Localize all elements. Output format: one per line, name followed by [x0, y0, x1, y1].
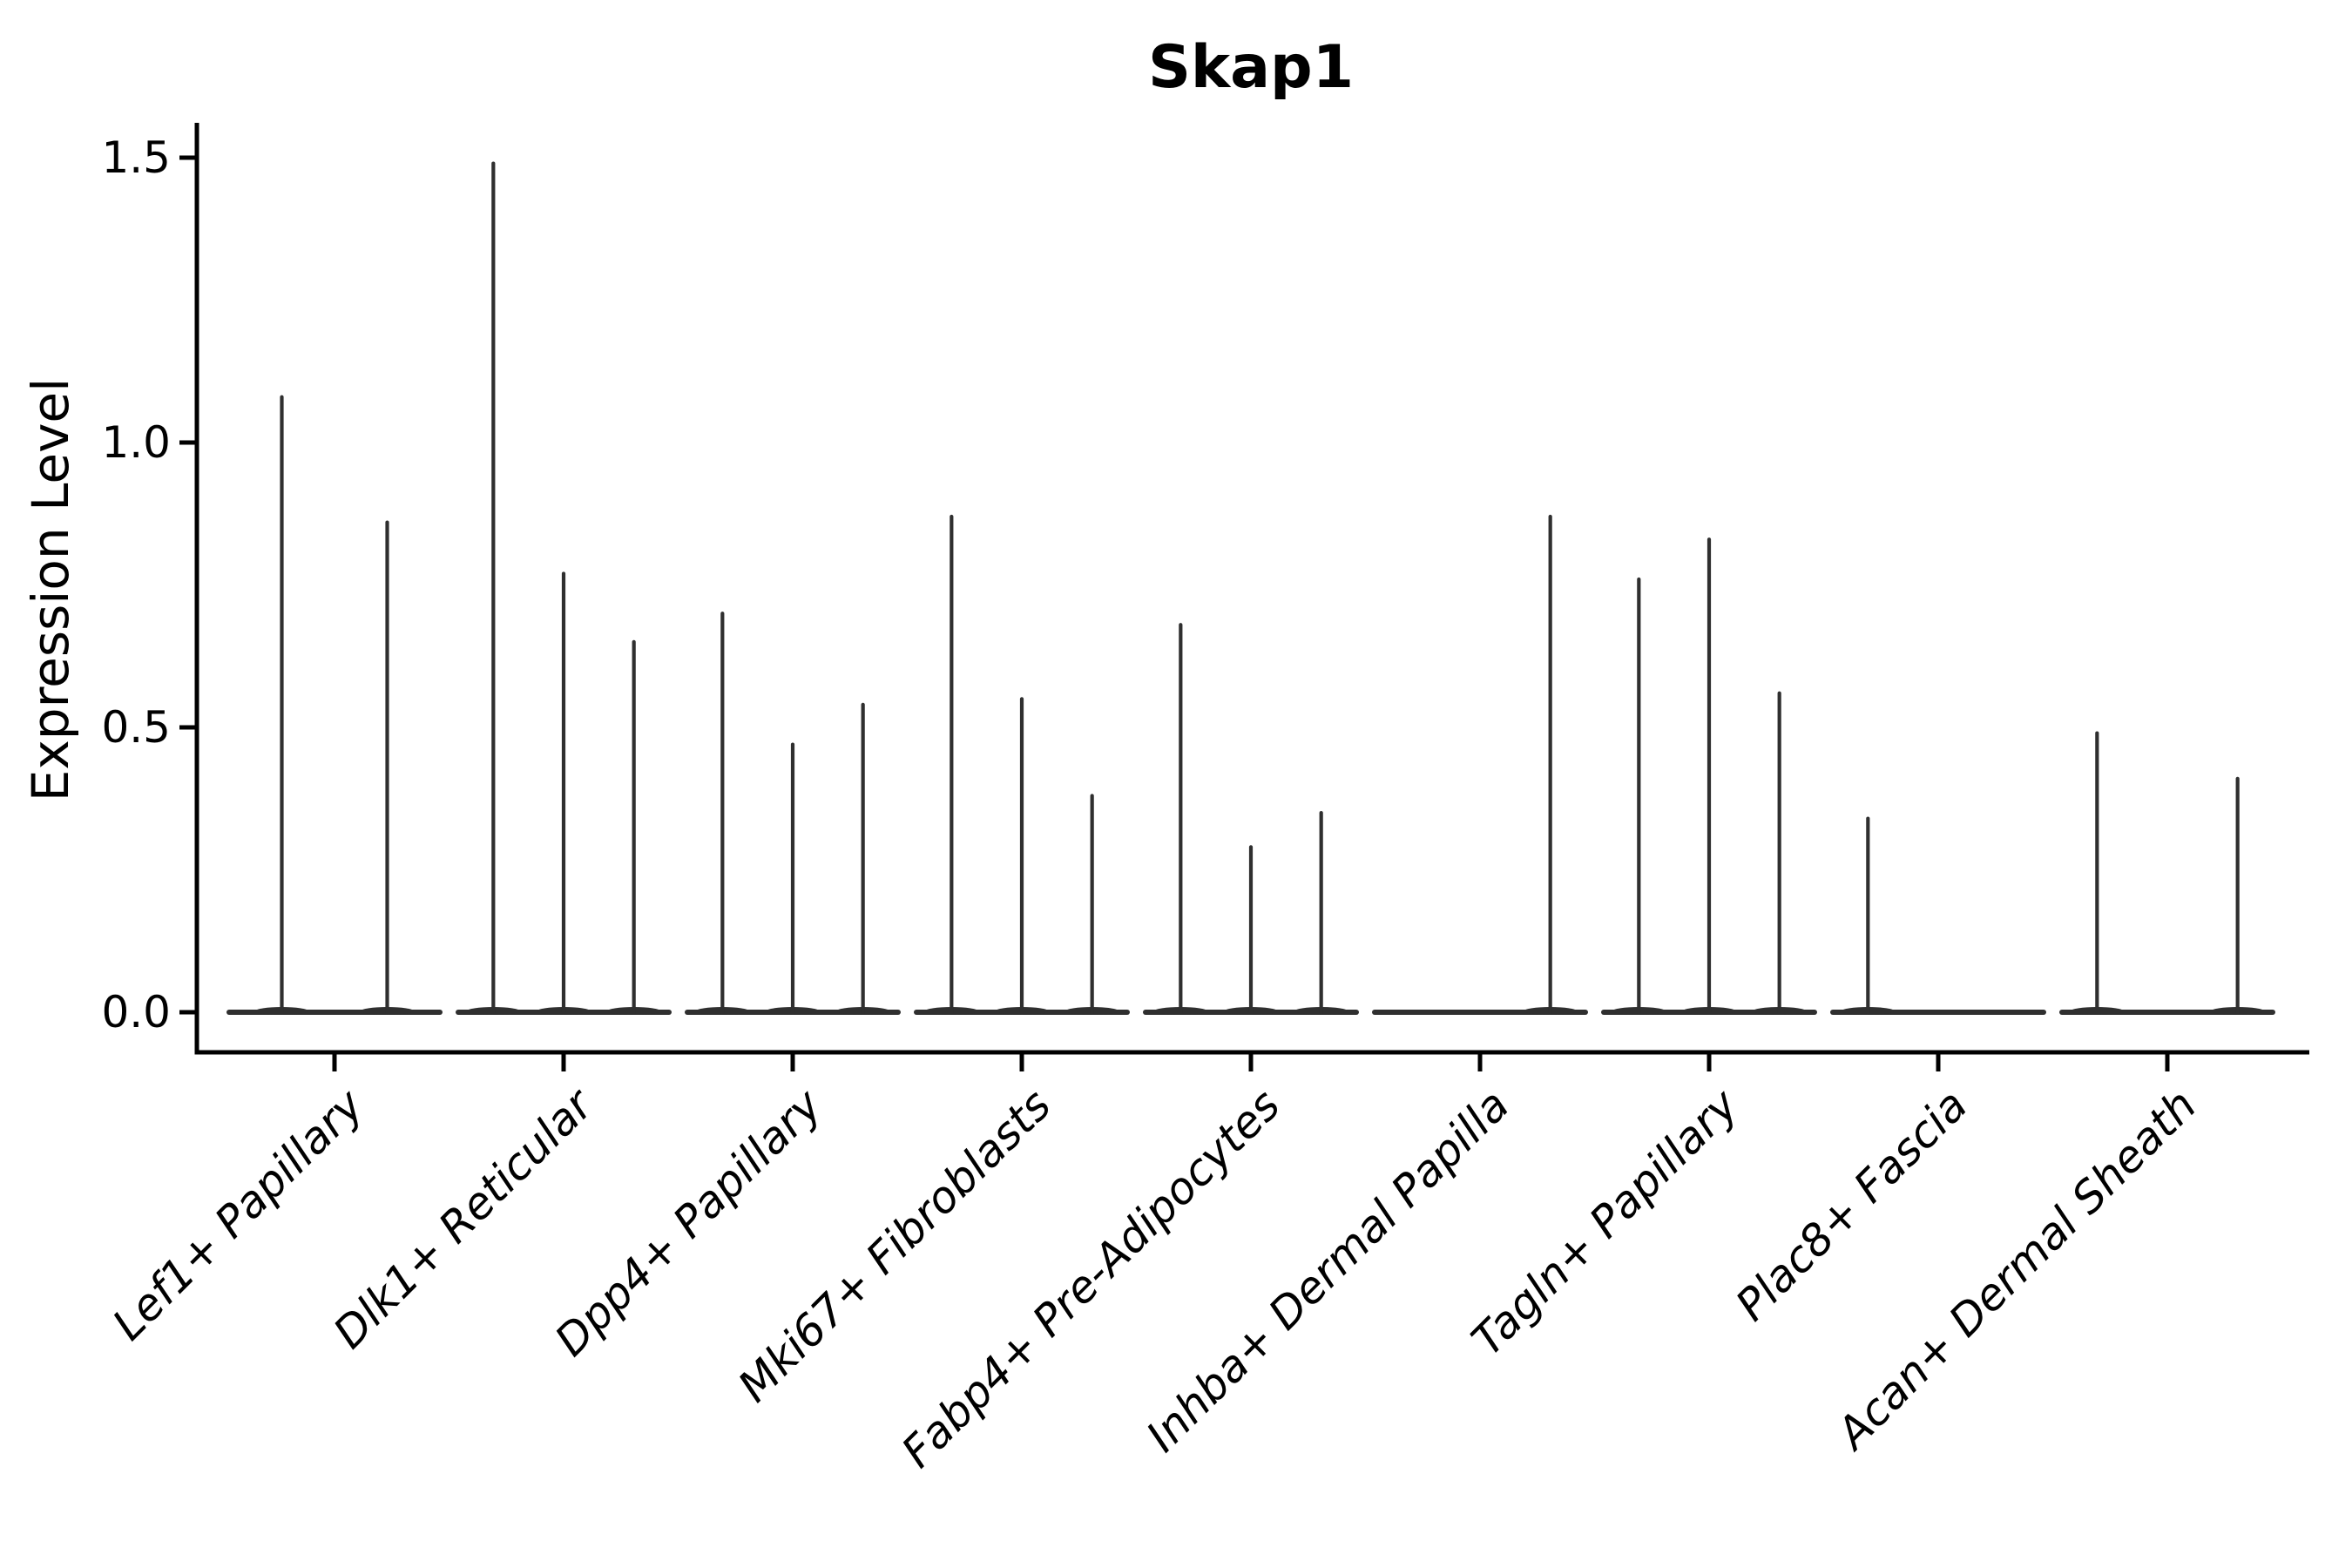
- violin-group: [226, 395, 443, 1015]
- y-tick-label: 1.0: [101, 417, 171, 468]
- violin-group: [456, 161, 672, 1015]
- violin-group: [1601, 537, 1817, 1015]
- violin-group: [685, 612, 901, 1015]
- x-tick-label: Plac8+ Fascia: [1727, 1079, 1977, 1330]
- violin-group: [914, 514, 1130, 1015]
- violin-group: [2059, 731, 2275, 1015]
- x-tick-label: Fabp4+ Pre-Adipocytes: [892, 1079, 1290, 1477]
- y-tick-label: 1.5: [101, 132, 171, 183]
- x-tick-label: Lef1+ Papillary: [103, 1078, 374, 1349]
- violins: [226, 161, 2275, 1015]
- x-tick-label: Acan+ Dermal Sheath: [1826, 1079, 2207, 1460]
- violin-group: [1830, 816, 2046, 1015]
- chart-title: Skap1: [1148, 33, 1354, 102]
- violin-group: [1372, 514, 1588, 1015]
- y-axis-label: Expression Level: [21, 378, 80, 801]
- x-tick-label: Inhba+ Dermal Papilla: [1137, 1079, 1518, 1461]
- y-tick-label: 0.5: [101, 702, 171, 753]
- violin-group: [1143, 623, 1359, 1015]
- y-tick-label: 0.0: [101, 987, 171, 1037]
- y-ticks: [179, 155, 195, 1015]
- x-ticks: [332, 1052, 2170, 1071]
- y-tick-labels: 0.0 0.5 1.0 1.5: [101, 132, 171, 1037]
